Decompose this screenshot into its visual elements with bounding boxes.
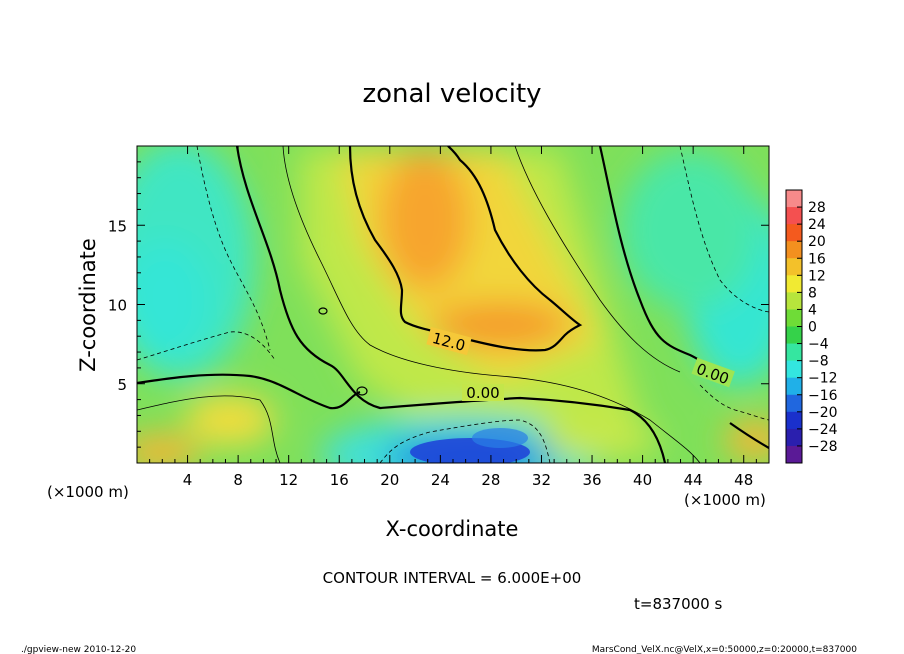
x-unit-label-left: (×1000 m) xyxy=(47,483,129,501)
chart-title: zonal velocity xyxy=(362,79,541,109)
colorbar-label: 12 xyxy=(808,268,826,284)
contour-interval-text: CONTOUR INTERVAL = 6.000E+00 xyxy=(323,569,582,587)
colorbar-segment xyxy=(786,343,802,362)
x-tick-label: 48 xyxy=(734,471,753,489)
colorbar-label: 24 xyxy=(808,217,826,233)
colorbar-label: −28 xyxy=(808,439,838,455)
x-tick-label: 20 xyxy=(380,471,399,489)
colorbar-label: 0 xyxy=(808,320,817,336)
colorbar-segment xyxy=(786,224,802,242)
colorbar-segment xyxy=(786,377,802,396)
colorbar-segment xyxy=(786,241,802,259)
x-tick-label: 8 xyxy=(233,471,243,489)
contour-label-0-center: 0.00 xyxy=(466,384,499,402)
footer-right: MarsCond_VelX.nc@VelX,x=0:50000,z=0:2000… xyxy=(592,645,857,654)
colorbar-segment xyxy=(786,394,802,413)
colorbar-label: −8 xyxy=(808,354,829,370)
colorbar-label: −20 xyxy=(808,405,838,421)
colorbar-segment xyxy=(786,292,802,310)
colorbar-segment xyxy=(786,445,802,464)
y-tick-label: 5 xyxy=(117,376,127,394)
time-text: t=837000 s xyxy=(634,595,722,613)
colorbar-label: 4 xyxy=(808,302,817,318)
colorbar-segment xyxy=(786,309,802,327)
x-axis: 4 8 12 16 20 24 28 32 36 40 44 48 xyxy=(149,146,757,489)
colorbar-label: 8 xyxy=(808,285,817,301)
contour-lines xyxy=(137,146,769,463)
x-tick-label: 32 xyxy=(532,471,551,489)
colorbar-segment xyxy=(786,360,802,379)
x-tick-label: 44 xyxy=(684,471,703,489)
colorbar-label: −24 xyxy=(808,422,838,438)
y-axis-title: Z-coordinate xyxy=(76,238,100,372)
x-axis-title: X-coordinate xyxy=(386,517,519,541)
x-tick-label: 4 xyxy=(183,471,193,489)
colorbar-segment xyxy=(786,190,802,208)
colorbar-segment xyxy=(786,428,802,447)
y-tick-label: 10 xyxy=(108,297,127,315)
x-unit-label-right: (×1000 m) xyxy=(684,491,766,509)
colorbar-label: −16 xyxy=(808,388,838,404)
x-tick-label: 24 xyxy=(431,471,450,489)
colorbar-segment xyxy=(786,258,802,276)
footer-left: ./gpview-new 2010-12-20 xyxy=(21,645,136,654)
colorbar-label: 20 xyxy=(808,234,826,250)
x-tick-label: 16 xyxy=(330,471,349,489)
x-tick-label: 40 xyxy=(633,471,652,489)
colorbar-label: −12 xyxy=(808,371,838,387)
colorbar-segment xyxy=(786,411,802,430)
y-tick-label: 15 xyxy=(108,217,127,235)
colorbar-label: 28 xyxy=(808,200,826,216)
colorbar-label: 16 xyxy=(808,251,826,267)
colorbar-segment xyxy=(786,275,802,293)
velocity-field xyxy=(137,146,769,463)
colorbar-label: −4 xyxy=(808,337,829,353)
colorbar-segment xyxy=(786,207,802,225)
y-axis: 5 10 15 xyxy=(108,161,769,448)
x-tick-label: 36 xyxy=(582,471,601,489)
contour-label-group: 12.0 0.00 0.00 xyxy=(426,326,735,402)
x-tick-label: 28 xyxy=(481,471,500,489)
colorbar-segment xyxy=(786,326,802,345)
x-tick-label: 12 xyxy=(279,471,298,489)
